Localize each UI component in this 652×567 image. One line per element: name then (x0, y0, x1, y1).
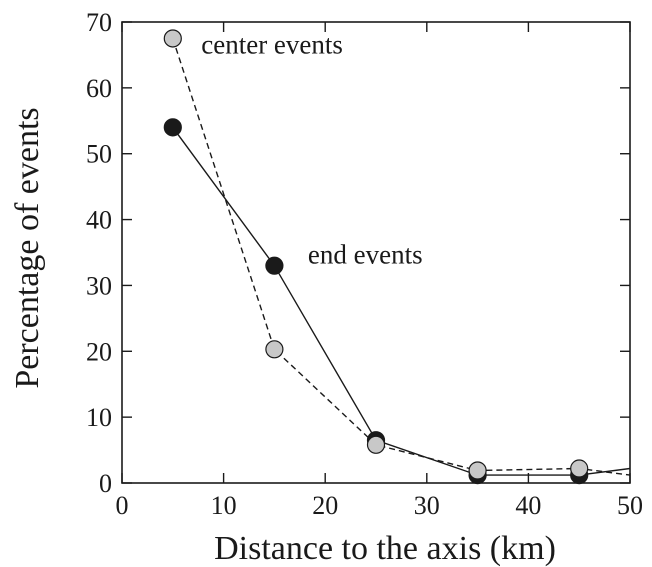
x-tick-label: 0 (116, 491, 129, 520)
plot-frame (121, 21, 631, 484)
y-tick-label: 30 (86, 271, 112, 300)
y-tick-label: 10 (86, 403, 112, 432)
x-tick-label: 50 (617, 491, 643, 520)
data-point-end-events (163, 118, 182, 137)
data-point-center-events (468, 461, 487, 480)
y-tick-label: 70 (86, 8, 112, 37)
data-point-center-events (570, 459, 589, 478)
series-markers (163, 29, 589, 485)
y-tick-label: 50 (86, 140, 112, 169)
x-axis-ticks: 0 10 20 30 40 50 (116, 22, 643, 520)
y-axis-title: Percentage of events (9, 107, 46, 388)
data-point-center-events (163, 29, 182, 48)
y-tick-label: 0 (99, 469, 112, 498)
y-axis-ticks: 0 10 20 30 40 50 60 70 (86, 8, 630, 498)
series-annotation: end events (308, 240, 423, 270)
y-tick-label: 40 (86, 206, 112, 235)
y-tick-label: 60 (86, 74, 112, 103)
y-tick-label: 20 (86, 337, 112, 366)
x-tick-label: 20 (312, 491, 338, 520)
annotations: center events end events (201, 30, 422, 270)
series-line-end-events (172, 126, 631, 476)
series-annotation: center events (201, 30, 343, 60)
x-tick-label: 10 (211, 491, 237, 520)
data-point-end-events (265, 256, 284, 275)
data-point-center-events (265, 340, 284, 359)
x-axis-title: Distance to the axis (km) (214, 530, 556, 567)
x-tick-label: 40 (515, 491, 541, 520)
x-tick-label: 30 (414, 491, 440, 520)
data-point-center-events (366, 435, 386, 454)
